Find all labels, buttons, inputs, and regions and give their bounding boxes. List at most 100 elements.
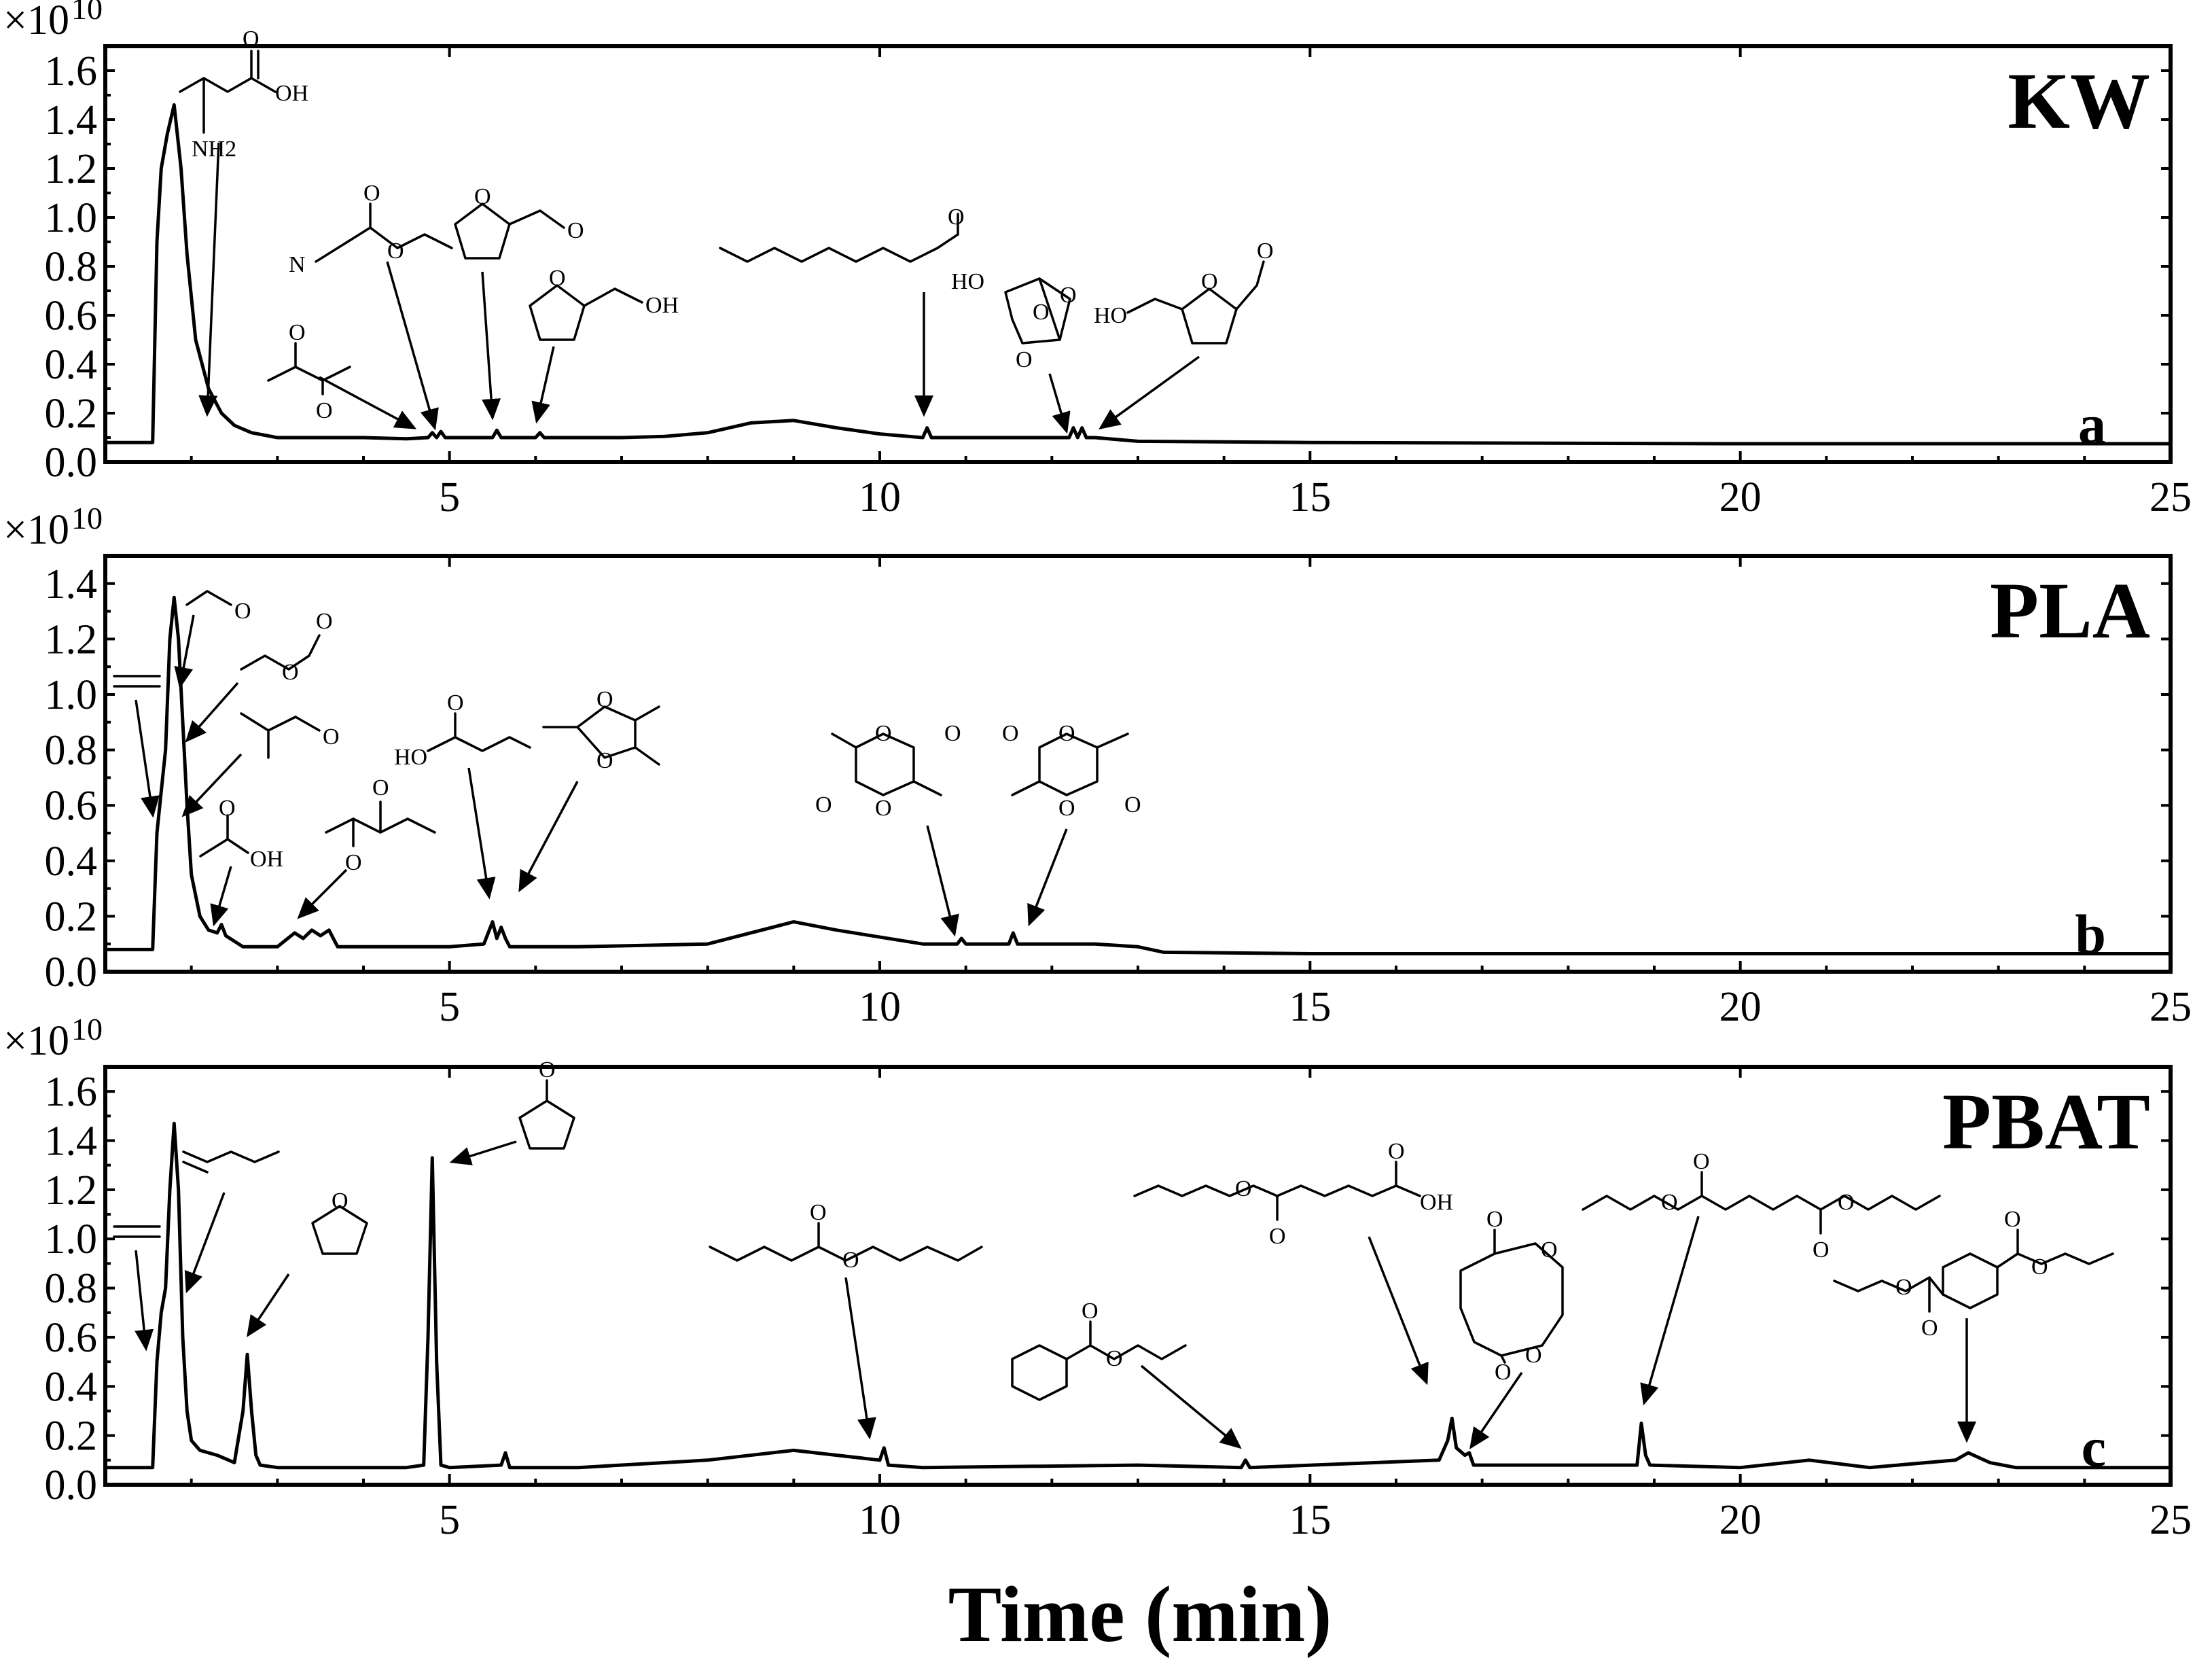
plot-frame <box>103 1065 2173 1487</box>
x-axis-title: Time (min) <box>948 1570 1332 1659</box>
atom-label: O <box>1921 1316 1938 1341</box>
y-exponent-power: 10 <box>71 501 103 535</box>
y-tick-label: 1.6 <box>45 1069 98 1115</box>
x-tick-label: 15 <box>1289 474 1331 521</box>
x-tick-label: 10 <box>859 984 901 1030</box>
y-tick-label: 0.4 <box>45 342 98 388</box>
structure-dibutenyl-adipate: O O O O <box>1582 1149 1941 1263</box>
atom-label: O <box>1058 721 1075 746</box>
structure-furfural: O O <box>454 184 584 260</box>
y-exponent-power: 10 <box>71 1012 103 1046</box>
y-tick-label: 0.2 <box>45 1413 98 1460</box>
atom-label: O <box>363 181 380 206</box>
atom-label: O <box>842 1248 859 1273</box>
chromatogram-line-c <box>105 1121 2171 1470</box>
structure-thf: O <box>311 1188 368 1255</box>
atom-label: O <box>596 687 613 712</box>
annotation-arrow <box>185 682 239 743</box>
annotation-arrow <box>135 699 160 818</box>
annotation-arrow <box>1027 828 1068 927</box>
atom-label: O <box>1486 1207 1503 1232</box>
panel-b: 0.00.20.40.60.81.01.21.45 10 15 20 25×10 10PL… <box>3 501 2192 1030</box>
y-tick-label: 1.4 <box>45 97 98 143</box>
annotation-arrow <box>1099 355 1200 430</box>
arrows-layer <box>135 142 1976 1449</box>
structure-dibutenyl-terephthalate: O O O O <box>1833 1207 2114 1341</box>
y-tick-label: 0.2 <box>45 894 98 940</box>
annotation-arrow <box>198 142 220 417</box>
panel-name: KW <box>2008 56 2150 145</box>
atom-label: O <box>447 690 464 716</box>
atom-label: O <box>372 775 389 800</box>
y-tick-label: 0.0 <box>45 949 98 995</box>
panel-c: 0.00.20.40.60.81.01.21.41.65 10 15 20 25×10 1… <box>3 1012 2192 1543</box>
atom-label: O <box>474 184 491 209</box>
atom-label: O <box>1235 1176 1252 1201</box>
panel-name: PLA <box>1990 566 2150 655</box>
y-exponent-label: ×10 <box>3 1018 69 1064</box>
atom-label: O <box>1124 792 1141 817</box>
atom-label: O <box>323 724 340 750</box>
atom-label: O <box>345 850 362 875</box>
y-tick-label: 1.2 <box>45 616 98 663</box>
annotation-arrow <box>481 271 501 421</box>
structure-cyclopentanone: O <box>518 1057 575 1150</box>
x-tick-label: 25 <box>2149 984 2192 1030</box>
atom-label: O <box>810 1200 827 1225</box>
y-tick-label: 1.2 <box>45 146 98 192</box>
y-tick-label: 1.4 <box>45 1118 98 1165</box>
atom-label: HO <box>951 269 984 294</box>
y-tick-label: 1.6 <box>45 48 98 94</box>
y-tick-label: 0.8 <box>45 244 98 290</box>
structure-decanal: O <box>719 205 965 263</box>
panel-letter: c <box>2082 1416 2106 1478</box>
atom-label: O <box>1082 1299 1099 1324</box>
atom-label: O <box>539 1057 556 1082</box>
x-tick-label: 20 <box>1719 984 1762 1030</box>
annotation-arrow <box>926 825 959 937</box>
atom-label: O <box>815 792 832 817</box>
atom-label: OH <box>250 847 283 872</box>
atom-label: O <box>875 721 892 746</box>
structure-ethylene-c <box>113 1225 161 1238</box>
y-exponent-label: ×10 <box>3 0 69 43</box>
structure-acetaldehyde: O <box>185 590 251 624</box>
atom-label: N <box>289 252 306 277</box>
atom-label: O <box>549 266 566 291</box>
y-tick-label: 1.2 <box>45 1167 98 1214</box>
atom-label: O <box>2031 1254 2048 1280</box>
atom-label: O <box>1541 1237 1558 1263</box>
annotation-arrow <box>181 753 243 817</box>
atom-label: O <box>316 398 333 423</box>
atom-label: OH <box>275 81 308 106</box>
panels-layer: 0.00.20.40.60.81.01.21.41.65 10 15 20 25×10 1… <box>3 0 2192 1543</box>
atom-label: O <box>387 239 404 264</box>
atom-label: O <box>1388 1139 1405 1164</box>
structure-furfuryl-alcohol: O OH <box>529 266 679 341</box>
structure-acetic-acid: O OH <box>199 796 283 872</box>
structure-dioxolane: O O <box>542 687 660 773</box>
annotation-arrow <box>135 1250 154 1352</box>
atom-label: O <box>1002 721 1019 746</box>
atom-label: O <box>1661 1190 1678 1215</box>
y-tick-label: 0.2 <box>45 391 98 437</box>
x-tick-label: 5 <box>439 474 460 521</box>
atom-label: O <box>1201 269 1218 294</box>
panel-a: 0.00.20.40.60.81.01.21.41.65 10 15 20 25×10 1… <box>3 0 2192 521</box>
atom-label: O <box>289 320 306 345</box>
annotation-arrow <box>1368 1236 1429 1386</box>
y-tick-label: 1.0 <box>45 672 98 718</box>
x-tick-label: 10 <box>859 1497 901 1543</box>
structure-cyclic-adipate: O O O O <box>1459 1207 1564 1385</box>
atom-label: O <box>234 599 251 624</box>
atom-label: O <box>1838 1190 1855 1215</box>
y-tick-label: 0.8 <box>45 728 98 774</box>
structure-mono-adipate: O O O OH <box>1133 1139 1453 1249</box>
panel-letter: b <box>2075 903 2106 965</box>
structure-anhydrosugar: HO O O O <box>951 269 1077 372</box>
atom-label: OH <box>1420 1190 1453 1215</box>
atom-label: O <box>1269 1224 1286 1249</box>
x-tick-label: 25 <box>2149 1497 2192 1543</box>
y-tick-label: 0.8 <box>45 1266 98 1312</box>
panel-letter: a <box>2078 393 2106 455</box>
